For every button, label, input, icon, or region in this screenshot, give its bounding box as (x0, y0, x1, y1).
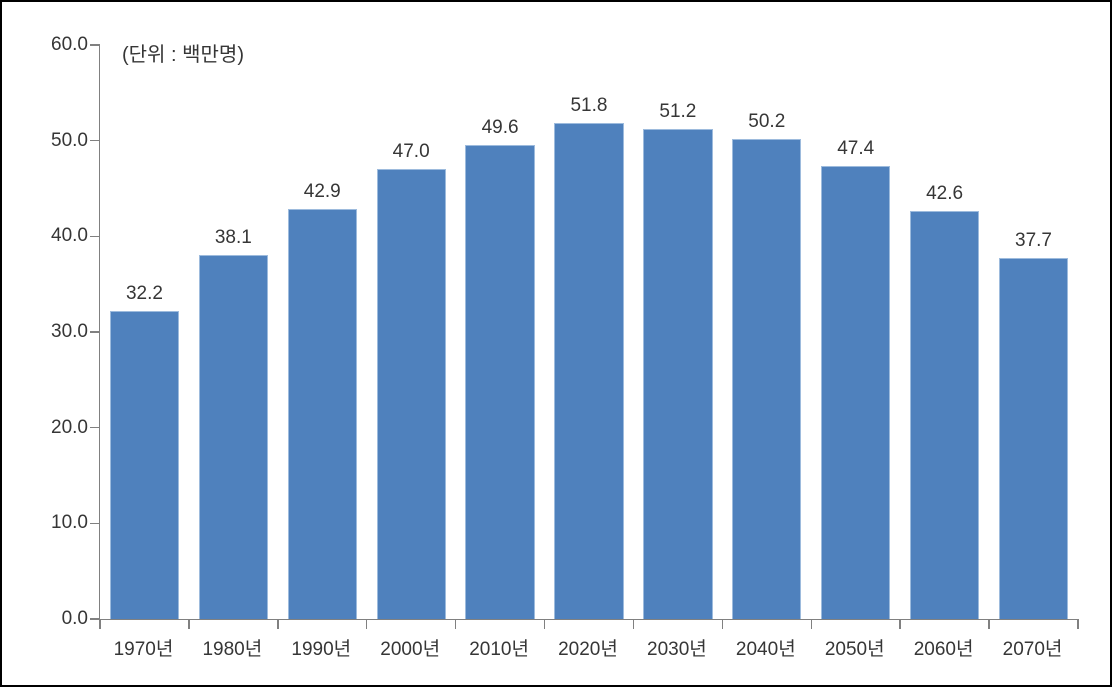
x-axis-category-label: 2040년 (735, 639, 796, 660)
bar (109, 310, 180, 619)
bar (909, 211, 980, 619)
x-axis-tick (543, 619, 546, 629)
x-axis-tick (188, 619, 190, 629)
bar (998, 258, 1069, 619)
y-axis-tick (90, 235, 100, 238)
x-axis-category-label: 2060년 (913, 639, 974, 660)
x-axis-tick (1077, 619, 1079, 629)
bar-value-label: 49.6 (481, 116, 519, 138)
y-axis-tick (90, 139, 100, 142)
x-axis-tick (899, 619, 901, 629)
x-axis-category-label: 1980년 (202, 639, 263, 660)
bar-group: 37.7 (989, 45, 1078, 619)
x-axis-tick (454, 619, 457, 629)
x-axis-tick (988, 619, 990, 629)
x-axis-tick (365, 619, 368, 629)
x-axis-category-label: 2010년 (469, 639, 529, 660)
unit-label: (단위 : 백만명) (122, 44, 244, 66)
bar-value-label: 50.2 (748, 110, 786, 132)
y-axis-labels: 0.0 10.0 20.0 30.0 40.0 50.0 60.0 (2, 34, 88, 629)
x-axis-category-label: 2070년 (1002, 639, 1063, 660)
bar-value-label: 47.0 (392, 141, 430, 163)
x-axis-category-label: 2020년 (558, 639, 618, 660)
bar (643, 129, 713, 619)
bar-value-label: 51.8 (570, 95, 608, 117)
plot-area: 32.2 38.1 42.9 47.0 49.6 51.8 51.2 50.2 47.4 42.6… (90, 44, 1079, 629)
bar (821, 165, 891, 619)
x-axis-category-label: 2050년 (824, 639, 885, 660)
bar-group: 47.0 (367, 45, 456, 619)
x-axis-category-label: 1990년 (291, 639, 352, 660)
x-axis-category-label: 2000년 (380, 639, 441, 660)
y-axis-tick-label: 60.0 (51, 34, 88, 55)
x-axis-tick (632, 619, 635, 629)
x-axis-category-label: 1970년 (113, 639, 174, 660)
bar-group: 38.1 (189, 45, 278, 619)
bar-value-label: 42.6 (926, 183, 964, 205)
y-axis-tick-label: 10.0 (51, 512, 88, 534)
y-axis-tick-label: 40.0 (51, 225, 88, 247)
bar (287, 208, 357, 619)
y-axis-tick-label: 20.0 (51, 416, 88, 438)
bar-value-label: 47.4 (837, 137, 875, 159)
bar (376, 169, 446, 619)
bar-group: 51.2 (633, 45, 722, 619)
bar-group: 49.6 (456, 45, 545, 619)
bar-value-label: 37.7 (1015, 230, 1052, 252)
y-axis-tick (90, 618, 100, 620)
y-axis-tick-label: 0.0 (61, 608, 88, 629)
y-axis-tick (90, 331, 100, 333)
bar-value-label: 38.1 (214, 226, 252, 248)
y-axis-tick (90, 426, 100, 429)
x-axis-category-label: 2030년 (647, 639, 707, 660)
x-axis-labels: 1970년 1980년 1990년 2000년 2010년 2020년 2030년 2040년… (99, 634, 1077, 661)
x-axis-tick (721, 619, 724, 629)
y-axis-tick (90, 44, 100, 46)
x-axis-tick (99, 619, 101, 629)
bar (554, 123, 624, 619)
bar-group: 47.4 (811, 45, 900, 619)
bar-group: 32.2 (100, 45, 189, 619)
bar-group: 50.2 (722, 45, 811, 619)
bar-value-label: 32.2 (125, 282, 163, 304)
bar (465, 144, 535, 619)
y-axis-tick-label: 30.0 (51, 321, 88, 342)
bar-value-label: 51.2 (659, 101, 697, 123)
bar-group: 42.9 (278, 45, 367, 619)
bar-group: 51.8 (545, 45, 634, 619)
x-axis-tick (810, 619, 813, 629)
y-axis-tick-label: 50.0 (51, 129, 88, 151)
x-axis-tick (277, 619, 279, 629)
y-axis-tick (90, 522, 100, 525)
bar (732, 138, 802, 619)
bar-value-label: 42.9 (303, 180, 341, 202)
bar (198, 254, 269, 619)
bar-group: 42.6 (900, 45, 989, 619)
